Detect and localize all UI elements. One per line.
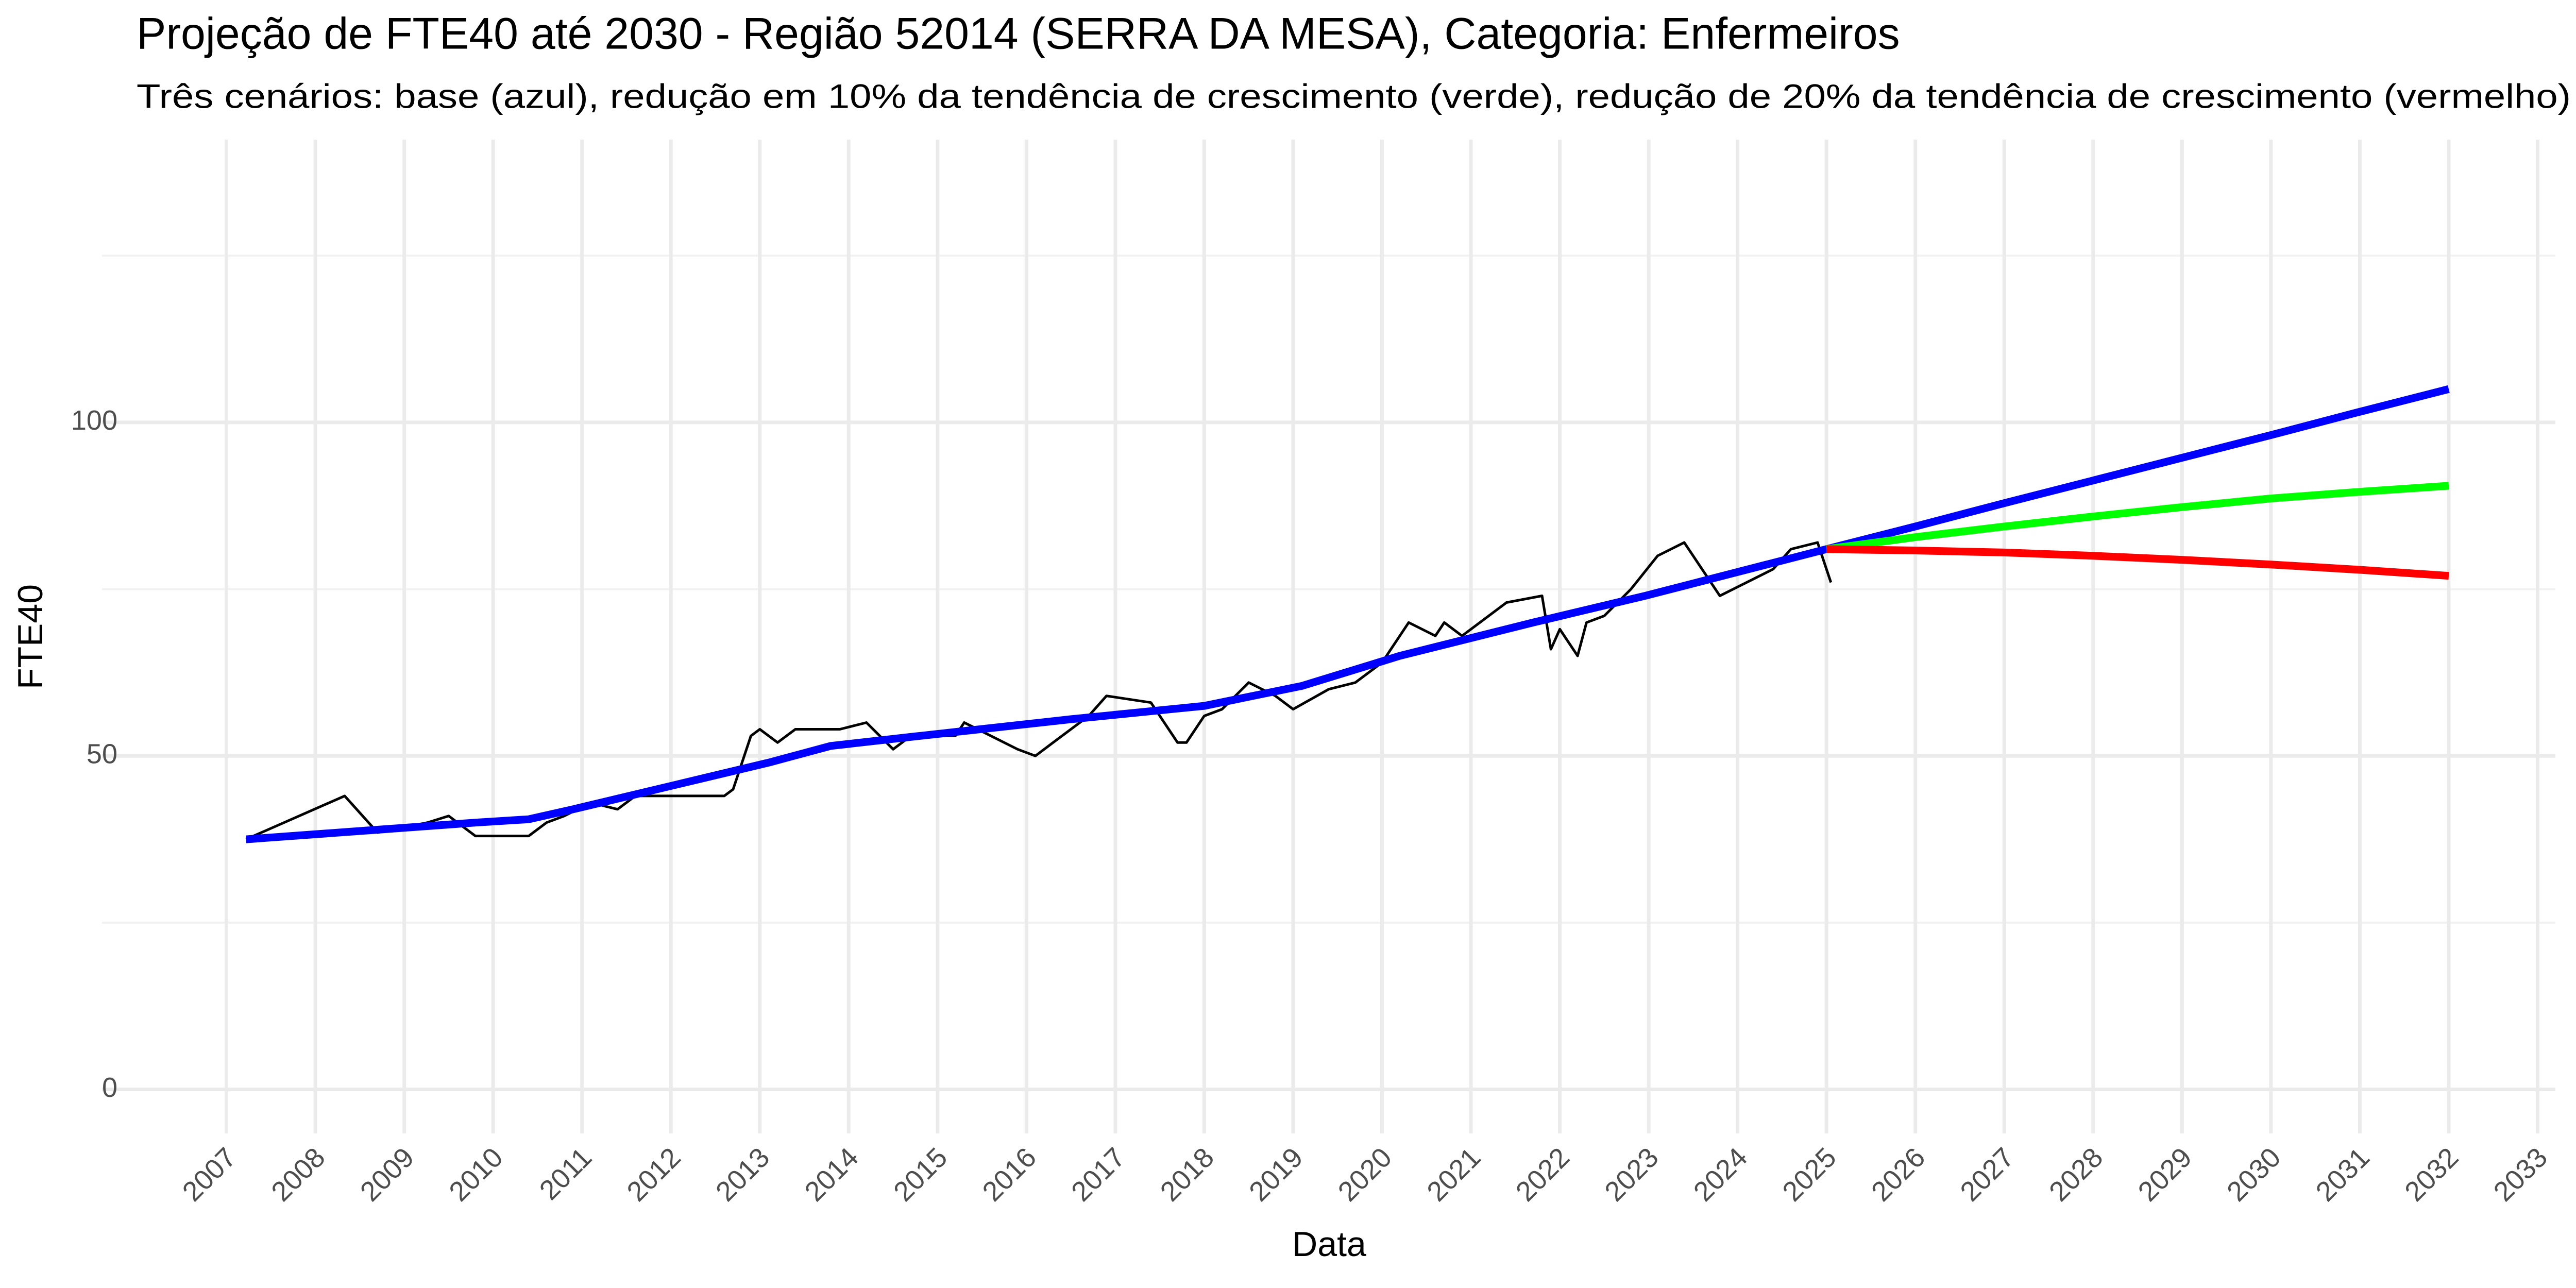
x-tick-label: 2016 <box>977 1142 1042 1207</box>
x-tick-label: 2017 <box>1065 1142 1131 1207</box>
x-tick-label: 2022 <box>1510 1142 1575 1207</box>
x-tick-label: 2009 <box>354 1142 420 1207</box>
x-axis-label: Data <box>1292 1225 1366 1264</box>
x-tick-label: 2024 <box>1688 1142 1753 1207</box>
x-tick-label: 2019 <box>1243 1142 1309 1207</box>
x-tick-label: 2018 <box>1155 1142 1220 1207</box>
x-tick-label: 2025 <box>1776 1142 1842 1207</box>
x-tick-label: 2013 <box>710 1142 775 1207</box>
series-line <box>1826 545 2449 580</box>
series-line <box>1826 482 2449 553</box>
y-tick-label: 100 <box>71 405 117 436</box>
x-tick-label: 2008 <box>265 1142 331 1207</box>
grid <box>102 140 2555 1133</box>
chart-title: Projeção de FTE40 até 2030 - Região 5201… <box>137 9 1900 59</box>
plot-lines <box>245 385 2450 843</box>
x-tick-label: 2007 <box>177 1142 242 1207</box>
x-tick-label: 2020 <box>1332 1142 1398 1207</box>
y-axis-label: FTE40 <box>11 584 50 689</box>
x-tick-label: 2026 <box>1866 1142 1931 1207</box>
y-tick-label: 50 <box>87 739 117 770</box>
y-tick-label: 0 <box>102 1072 117 1103</box>
x-tick-label: 2011 <box>534 1142 598 1206</box>
x-tick-label: 2014 <box>799 1142 864 1207</box>
x-tick-label: 2030 <box>2221 1142 2286 1207</box>
series-line <box>245 385 2450 843</box>
series-line <box>245 541 1833 841</box>
x-tick-label: 2029 <box>2132 1142 2198 1207</box>
chart-subtitle: Três cenários: base (azul), redução em 1… <box>137 77 2571 115</box>
x-tick-label: 2010 <box>443 1142 509 1207</box>
x-tick-label: 2012 <box>621 1142 686 1207</box>
x-tick-label: 2032 <box>2399 1142 2464 1207</box>
x-tick-label: 2023 <box>1599 1142 1664 1207</box>
x-tick-label: 2031 <box>2310 1142 2376 1207</box>
x-tick-label: 2021 <box>1421 1142 1486 1207</box>
x-tick-label: 2027 <box>1954 1142 2020 1207</box>
x-tick-label: 2033 <box>2488 1142 2553 1207</box>
x-tick-label: 2015 <box>888 1142 953 1207</box>
x-tick-label: 2028 <box>2043 1142 2109 1207</box>
